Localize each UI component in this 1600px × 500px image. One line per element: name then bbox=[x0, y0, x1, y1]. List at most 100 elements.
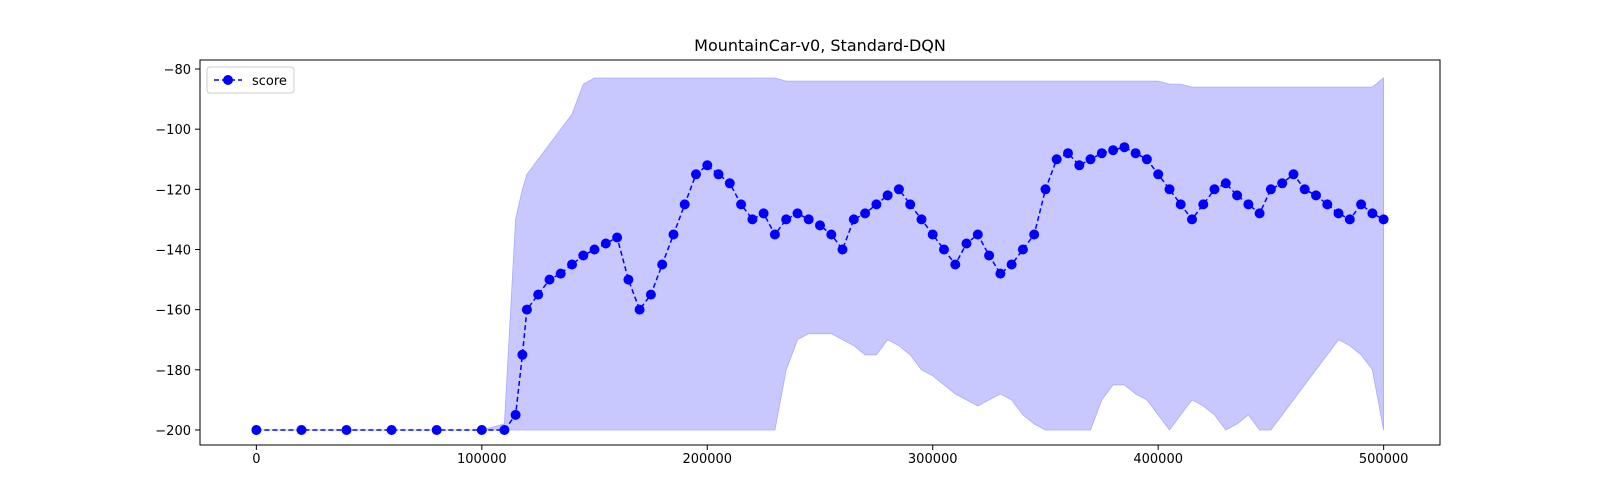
series-score-point bbox=[927, 229, 938, 240]
series-score-point bbox=[837, 244, 848, 255]
y-tick-label: −100 bbox=[155, 123, 191, 138]
series-score-point bbox=[826, 229, 837, 240]
x-tick-label: 200000 bbox=[682, 452, 732, 467]
y-tick-label: −160 bbox=[155, 304, 191, 319]
series-score-point bbox=[679, 199, 690, 210]
y-tick-label: −120 bbox=[155, 183, 191, 198]
series-score-point bbox=[893, 184, 904, 195]
series-score-point bbox=[1378, 214, 1389, 225]
series-score-point bbox=[296, 425, 307, 435]
series-score-point bbox=[1085, 154, 1096, 165]
series-score-point bbox=[803, 214, 814, 225]
series-score-point bbox=[1198, 199, 1209, 210]
series-score-point bbox=[1119, 142, 1130, 153]
series-score-point bbox=[431, 425, 442, 435]
series-score-point bbox=[533, 289, 544, 300]
x-tick-label: 0 bbox=[252, 452, 260, 467]
series-score-point bbox=[995, 268, 1006, 279]
series-score-point bbox=[848, 214, 859, 225]
series-score-point bbox=[1164, 184, 1175, 195]
series-score-point bbox=[251, 425, 262, 435]
y-tick-label: −80 bbox=[164, 63, 191, 78]
series-score-point bbox=[510, 409, 521, 420]
series-score-point bbox=[1322, 199, 1333, 210]
series-score-point bbox=[1063, 148, 1073, 159]
series-score-point bbox=[736, 199, 747, 210]
series-score-point bbox=[1311, 190, 1321, 201]
series-score-point bbox=[567, 259, 577, 270]
series-score-point bbox=[476, 425, 487, 435]
series-score-point bbox=[1175, 199, 1186, 210]
series-score-point bbox=[792, 208, 803, 219]
series-score-point bbox=[1187, 214, 1197, 225]
series-score-point bbox=[645, 289, 656, 300]
series-score-point bbox=[1254, 208, 1265, 219]
series-score-point bbox=[724, 178, 735, 189]
series-score-point bbox=[668, 229, 679, 240]
series-score-point bbox=[860, 208, 871, 219]
series-score-point bbox=[1006, 259, 1017, 270]
series-score-point bbox=[1209, 184, 1220, 195]
band-layer bbox=[256, 77, 1384, 431]
series-score-point bbox=[517, 349, 528, 360]
series-score-range-band bbox=[256, 77, 1384, 431]
series-score-point bbox=[916, 214, 927, 225]
series-score-point bbox=[1232, 190, 1243, 201]
series-score-point bbox=[544, 274, 555, 285]
series-score-point bbox=[1243, 199, 1254, 210]
series-score-point bbox=[1265, 184, 1276, 195]
series-score-point bbox=[1051, 154, 1062, 165]
series-score-point bbox=[1017, 244, 1028, 255]
series-score-point bbox=[1333, 208, 1344, 219]
series-score-point bbox=[634, 304, 645, 315]
series-score-point bbox=[882, 190, 893, 201]
series-score-point bbox=[1299, 184, 1310, 195]
series-score-point bbox=[499, 425, 510, 435]
series-score-point bbox=[1040, 184, 1051, 195]
series-score-point bbox=[1367, 208, 1378, 219]
series-score-point bbox=[702, 160, 713, 171]
axis-layer: 0 100000 200000 300000 400000 500000 −200 −180 −… bbox=[155, 63, 1408, 467]
y-tick-label: −140 bbox=[155, 243, 191, 258]
series-score-point bbox=[815, 220, 825, 231]
series-score-point bbox=[713, 169, 724, 180]
x-tick-label: 400000 bbox=[1133, 452, 1183, 467]
series-score-point bbox=[1277, 178, 1288, 189]
y-tick-label: −200 bbox=[155, 424, 191, 439]
series-score-point bbox=[758, 208, 769, 219]
series-score-point bbox=[984, 250, 995, 261]
series-score-point bbox=[747, 214, 758, 225]
series-score-point bbox=[386, 425, 397, 435]
series-score-point bbox=[769, 229, 780, 240]
series-score-point bbox=[939, 244, 949, 255]
series-score-point bbox=[612, 232, 623, 243]
series-score-point bbox=[961, 238, 972, 249]
series-score-point bbox=[972, 229, 983, 240]
series-score-point bbox=[871, 199, 882, 210]
legend: score bbox=[206, 66, 295, 94]
series-score-point bbox=[1096, 148, 1107, 159]
series-score-point bbox=[341, 425, 352, 435]
series-score-point bbox=[1344, 214, 1355, 225]
series-score-point bbox=[657, 259, 668, 270]
series-score-point bbox=[691, 169, 701, 180]
series-score-point bbox=[1108, 145, 1119, 156]
y-tick-label: −180 bbox=[155, 364, 191, 379]
series-score-point bbox=[521, 304, 532, 315]
legend-box bbox=[206, 66, 295, 94]
series-score-point bbox=[1288, 169, 1299, 180]
series-score-point bbox=[1074, 160, 1085, 171]
series-score-point bbox=[781, 214, 792, 225]
series-layer bbox=[251, 142, 1389, 435]
series-score-point bbox=[1130, 148, 1141, 159]
series-score-point bbox=[555, 268, 566, 279]
x-tick-label: 100000 bbox=[457, 452, 507, 467]
series-score-point bbox=[1356, 199, 1367, 210]
legend-label-score: score bbox=[252, 74, 287, 89]
series-score-point bbox=[600, 238, 611, 249]
series-score-point bbox=[589, 244, 600, 255]
series-score-point bbox=[950, 259, 961, 270]
series-score-point bbox=[1141, 154, 1152, 165]
